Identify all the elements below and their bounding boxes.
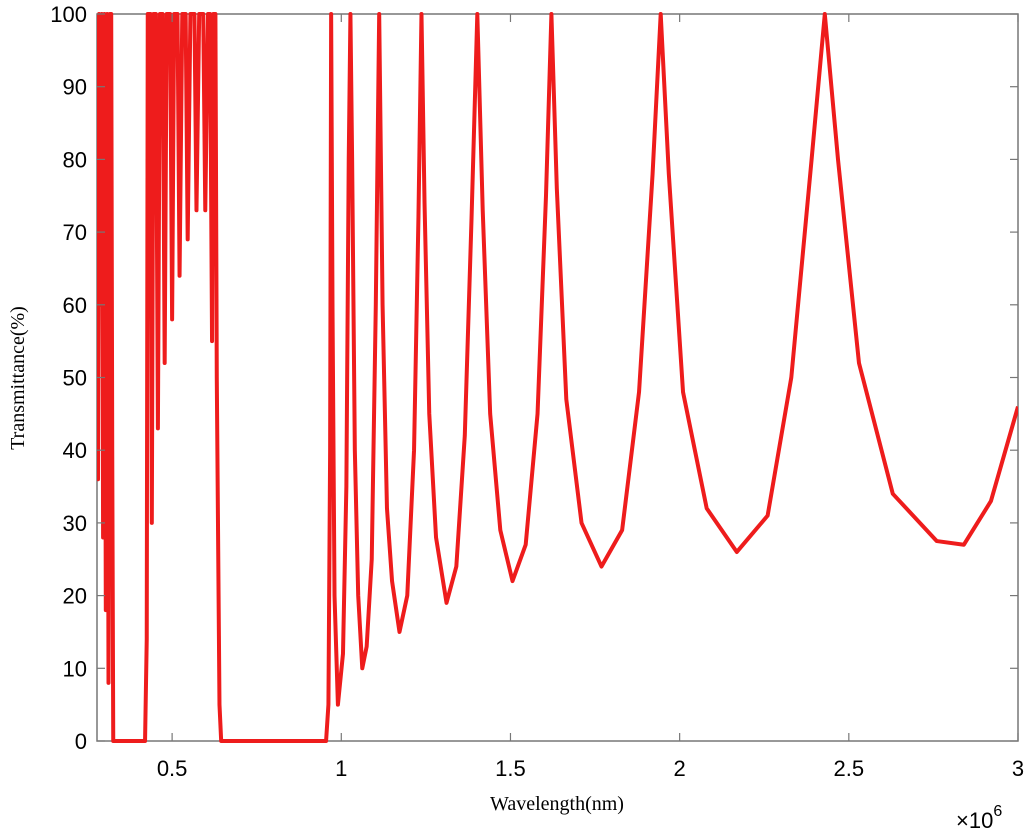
- x-tick-label: 2.5: [834, 756, 865, 781]
- y-tick-label: 40: [63, 438, 87, 463]
- x-multiplier: ×106: [956, 803, 1002, 833]
- y-tick-label: 10: [63, 656, 87, 681]
- y-tick-label: 20: [63, 584, 87, 609]
- x-tick-label: 1: [335, 756, 347, 781]
- y-tick-label: 100: [50, 2, 87, 27]
- y-axis-label: Transmittance(%): [7, 306, 29, 450]
- x-tick-label: 3: [1012, 756, 1024, 781]
- x-multiplier-exponent: 6: [993, 803, 1002, 820]
- y-tick-label: 90: [63, 75, 87, 100]
- x-axis-label: Wavelength(nm): [490, 793, 624, 815]
- x-tick-label: 2: [674, 756, 686, 781]
- x-tick-label: 1.5: [495, 756, 526, 781]
- y-tick-label: 70: [63, 220, 87, 245]
- x-multiplier-base: ×10: [956, 808, 993, 833]
- plot-frame: [96, 13, 1019, 742]
- y-tick-label: 60: [63, 293, 87, 318]
- y-tick-label: 0: [75, 729, 87, 754]
- data-line: [97, 12, 1018, 743]
- y-tick-label: 30: [63, 511, 87, 536]
- y-tick-label: 80: [63, 147, 87, 172]
- x-tick-label: 0.5: [157, 756, 188, 781]
- y-tick-label: 50: [63, 366, 87, 391]
